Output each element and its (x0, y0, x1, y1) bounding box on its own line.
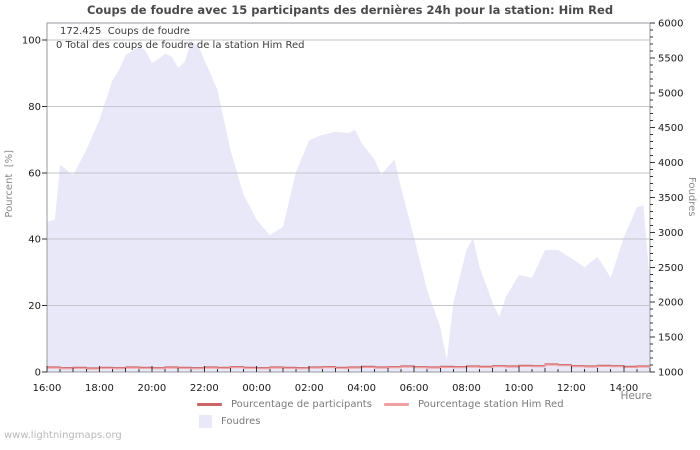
svg-text:0: 0 (35, 368, 41, 379)
svg-text:02:00: 02:00 (295, 383, 324, 394)
participants-line-swatch (197, 403, 222, 406)
left-axis-title: Pourcent [%] (4, 150, 15, 218)
svg-text:20:00: 20:00 (137, 383, 166, 394)
legend-label-foudres: Foudres (221, 416, 261, 427)
annotation-strike-rate: 172.425 Coups de foudre (60, 26, 190, 37)
legend-item-participants: Pourcentage de participants (197, 399, 384, 410)
legend-item-station: Pourcentage station Him Red (384, 399, 564, 410)
svg-text:3500: 3500 (658, 193, 683, 204)
svg-text:60: 60 (28, 168, 41, 179)
svg-text:4500: 4500 (658, 123, 683, 134)
svg-text:08:00: 08:00 (452, 383, 481, 394)
svg-text:22:00: 22:00 (190, 383, 219, 394)
svg-text:00:00: 00:00 (242, 383, 271, 394)
right-axis-title: Foudres (686, 177, 697, 217)
svg-text:20: 20 (28, 301, 41, 312)
svg-text:2000: 2000 (658, 298, 683, 309)
svg-text:18:00: 18:00 (85, 383, 114, 394)
svg-text:04:00: 04:00 (347, 383, 376, 394)
svg-text:5500: 5500 (658, 53, 683, 64)
x-axis-title: Heure (620, 390, 652, 402)
svg-text:5000: 5000 (658, 88, 683, 99)
foudres-area-swatch (199, 415, 212, 428)
svg-text:80: 80 (28, 102, 41, 113)
svg-text:10:00: 10:00 (504, 383, 533, 394)
svg-text:4000: 4000 (658, 158, 683, 169)
legend-label-participants: Pourcentage de participants (231, 399, 372, 410)
svg-text:2500: 2500 (658, 263, 683, 274)
watermark-link: www.lightningmaps.org (4, 430, 122, 441)
chart-title: Coups de foudre avec 15 participants des… (86, 3, 614, 17)
svg-text:06:00: 06:00 (400, 383, 429, 394)
legend-label-station: Pourcentage station Him Red (418, 399, 564, 410)
svg-text:40: 40 (28, 235, 41, 246)
station-line-swatch (384, 403, 409, 406)
svg-text:1500: 1500 (658, 333, 683, 344)
svg-text:12:00: 12:00 (557, 383, 586, 394)
svg-text:6000: 6000 (658, 19, 683, 30)
svg-text:1000: 1000 (658, 368, 683, 379)
svg-text:14:00: 14:00 (609, 383, 638, 394)
legend: Pourcentage de participants Pourcentage … (197, 399, 564, 428)
svg-text:100: 100 (22, 36, 41, 47)
annotation-station-total: 0 Total des coups de foudre de la statio… (56, 40, 305, 51)
svg-text:3000: 3000 (658, 228, 683, 239)
svg-text:16:00: 16:00 (33, 383, 62, 394)
legend-item-foudres: Foudres (197, 415, 384, 428)
